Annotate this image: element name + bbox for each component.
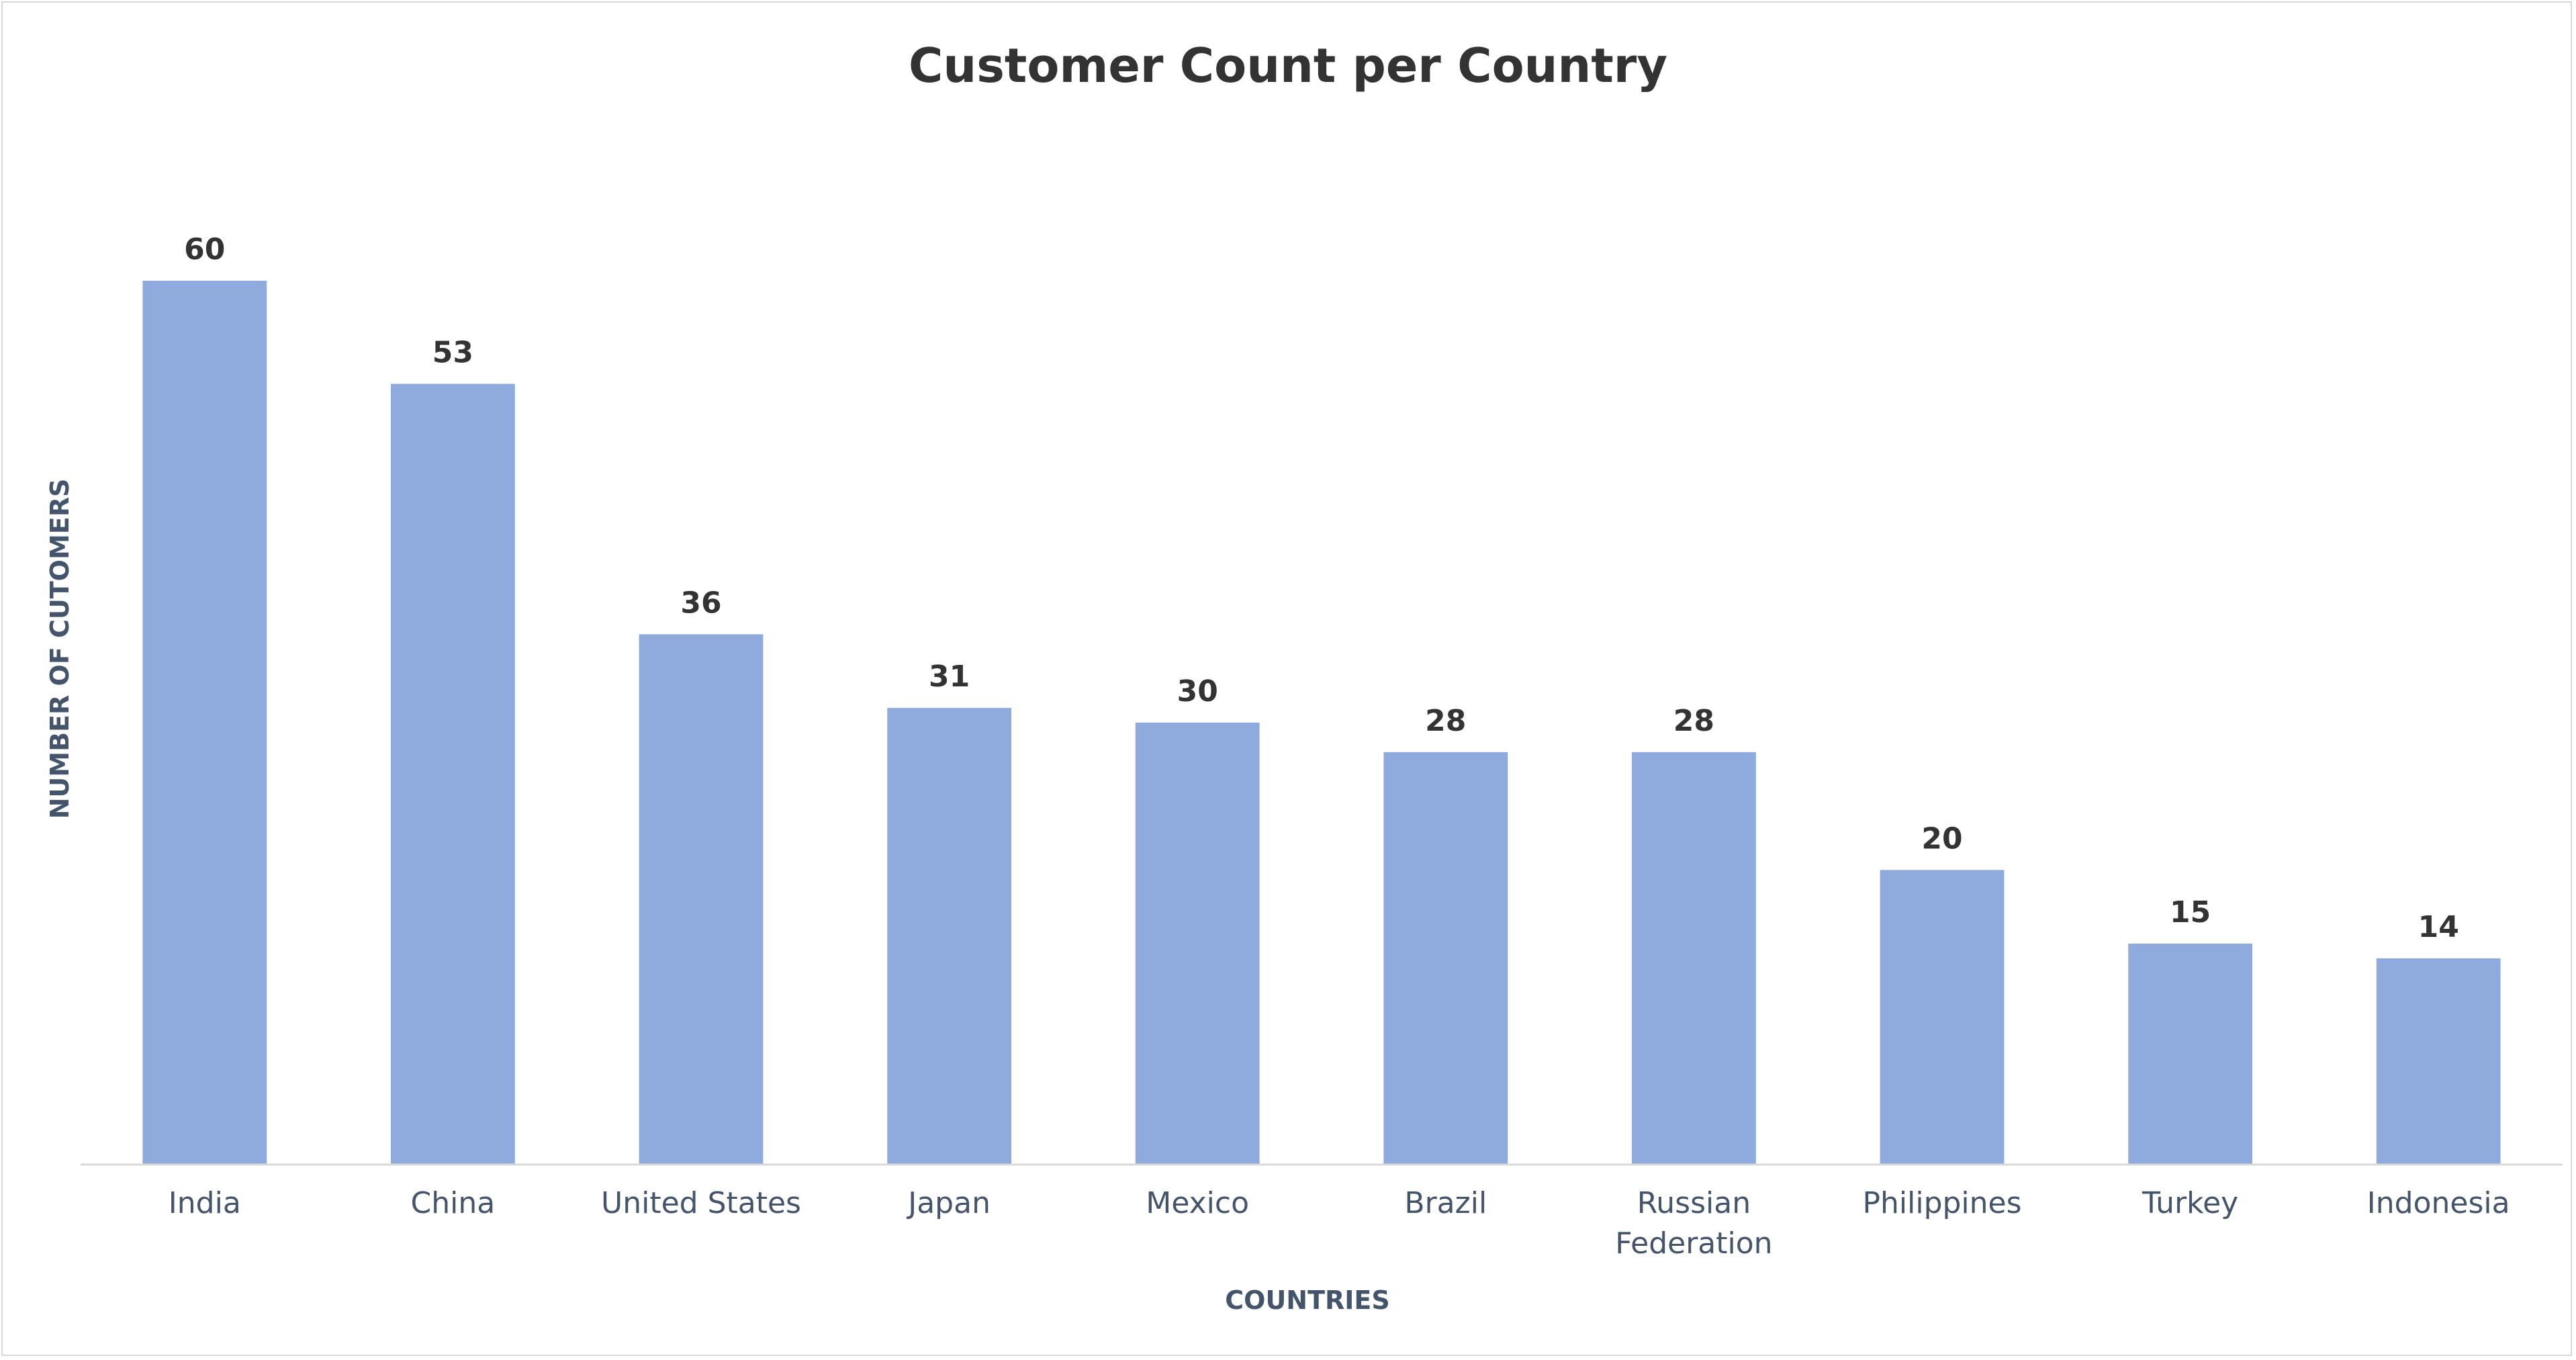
y-axis-title: NUMBER OF CUTOMERS	[45, 479, 75, 819]
x-tick-label: Indonesia	[2367, 1186, 2510, 1220]
data-label: 20	[1921, 821, 1962, 856]
x-axis-title: COUNTRIES	[1225, 1285, 1390, 1315]
x-tick-label: Philippines	[1862, 1186, 2021, 1220]
bar-chart: Customer Count per Country NUMBER OF CUT…	[45, 38, 2563, 1315]
bar-china	[391, 383, 515, 1165]
x-tick-label: India	[169, 1186, 241, 1220]
data-label: 15	[2170, 895, 2211, 930]
bar-japan	[887, 708, 1011, 1165]
data-label: 60	[184, 232, 225, 267]
data-label: 14	[2418, 910, 2459, 944]
x-tick-label: China	[411, 1186, 496, 1220]
bars	[142, 281, 2501, 1165]
x-tick-label: Turkey	[2142, 1186, 2238, 1220]
data-label: 53	[432, 336, 473, 370]
bar-brazil	[1383, 752, 1508, 1165]
data-label: 30	[1177, 674, 1218, 709]
x-tick-label: Russian Federation	[1615, 1186, 1772, 1261]
bar-india	[142, 281, 267, 1165]
data-label: 36	[680, 586, 721, 620]
x-tick-labels: India China United States Japan Mexico Brazil…	[169, 1186, 2510, 1261]
data-label: 28	[1425, 704, 1466, 738]
x-tick-label: Mexico	[1146, 1186, 1249, 1220]
chart-title: Customer Count per Country	[909, 38, 1667, 93]
data-label: 28	[1673, 704, 1714, 738]
x-tick-label: United States	[601, 1186, 801, 1220]
bar-philippines	[1880, 870, 2005, 1165]
bar-united-states	[639, 634, 764, 1165]
data-label: 31	[929, 660, 970, 694]
bar-turkey	[2128, 944, 2252, 1165]
data-labels: 60 53 36 31 30 28 28 20 15 14	[184, 232, 2459, 944]
bar-indonesia	[2376, 958, 2501, 1165]
x-tick-label: Brazil	[1404, 1186, 1487, 1220]
bar-mexico	[1135, 723, 1260, 1165]
x-tick-label: Japan	[906, 1186, 991, 1220]
bar-russian-federation	[1632, 752, 1756, 1165]
